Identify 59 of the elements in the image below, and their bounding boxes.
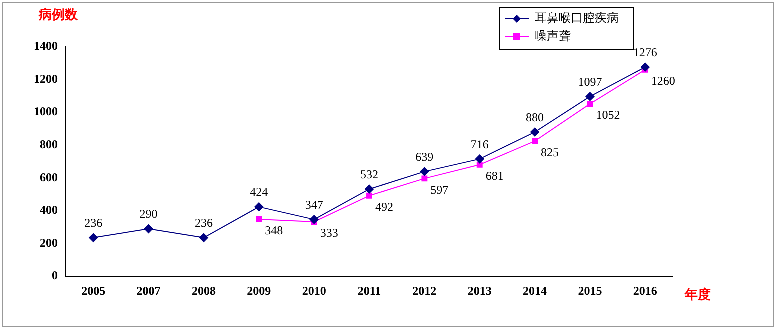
point bbox=[532, 138, 538, 144]
data-label: 597 bbox=[430, 182, 449, 197]
y-tick-label: 600 bbox=[40, 170, 58, 184]
point bbox=[476, 162, 483, 168]
point bbox=[144, 224, 154, 234]
y-tick-label: 1200 bbox=[34, 72, 58, 86]
point bbox=[256, 216, 262, 223]
point bbox=[587, 101, 594, 108]
point bbox=[530, 128, 540, 137]
x-tick-label: 2009 bbox=[247, 284, 272, 298]
data-label: 639 bbox=[416, 150, 434, 164]
data-label: 716 bbox=[470, 137, 489, 152]
y-tick-label: 400 bbox=[40, 203, 58, 218]
data-label: 424 bbox=[250, 185, 268, 200]
x-tick-label: 2005 bbox=[82, 284, 106, 298]
data-label: 236 bbox=[194, 216, 213, 230]
data-label: 880 bbox=[526, 110, 544, 124]
x-tick-label: 2015 bbox=[578, 284, 602, 298]
y-tick-label: 800 bbox=[40, 137, 58, 152]
x-tick-label: 2016 bbox=[633, 284, 658, 298]
point bbox=[586, 92, 595, 102]
data-label: 236 bbox=[84, 216, 103, 230]
data-label: 1260 bbox=[651, 74, 676, 88]
x-axis-title: 年度 bbox=[684, 286, 711, 302]
data-label: 1052 bbox=[596, 108, 620, 122]
data-label: 1097 bbox=[578, 74, 602, 89]
data-label: 333 bbox=[320, 226, 338, 240]
point bbox=[420, 167, 430, 176]
data-label: 681 bbox=[486, 169, 504, 184]
legend-label: 耳鼻喉口腔疾病 bbox=[535, 11, 619, 26]
data-label: 348 bbox=[265, 224, 284, 238]
point bbox=[310, 215, 319, 224]
x-tick-label: 2013 bbox=[468, 284, 492, 298]
y-tick-label: 200 bbox=[40, 236, 58, 250]
x-tick-label: 2014 bbox=[523, 284, 548, 298]
x-tick-label: 2010 bbox=[302, 284, 326, 298]
x-tick-label: 2007 bbox=[136, 284, 161, 298]
data-label: 492 bbox=[376, 200, 394, 214]
point bbox=[365, 184, 374, 194]
x-tick-label: 2008 bbox=[192, 284, 216, 298]
y-axis-title: 病例数 bbox=[38, 6, 79, 22]
point bbox=[254, 202, 264, 212]
point bbox=[366, 192, 372, 199]
x-tick-label: 2011 bbox=[358, 284, 382, 298]
data-label: 347 bbox=[305, 198, 324, 212]
y-tick-label: 1000 bbox=[34, 104, 58, 119]
data-label: 825 bbox=[541, 145, 560, 160]
data-label: 290 bbox=[140, 207, 158, 222]
point bbox=[640, 62, 650, 72]
data-label: 532 bbox=[360, 168, 378, 182]
data-label: 1276 bbox=[633, 45, 658, 60]
y-tick-label: 1400 bbox=[34, 39, 58, 54]
point bbox=[475, 154, 484, 164]
point bbox=[89, 233, 98, 242]
point bbox=[422, 176, 428, 182]
legend-label: 噪声聋 bbox=[535, 29, 571, 44]
x-tick-label: 2012 bbox=[412, 284, 437, 298]
y-tick-label: 0 bbox=[52, 268, 58, 283]
point bbox=[199, 233, 208, 242]
